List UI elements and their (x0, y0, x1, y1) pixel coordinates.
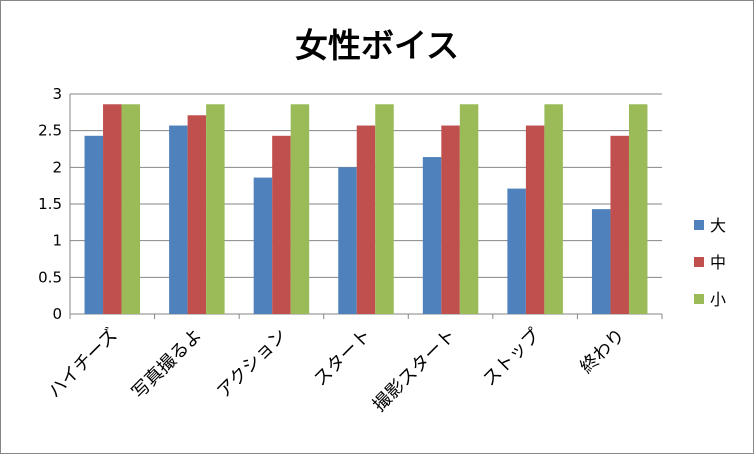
bar (459, 104, 479, 315)
bar (544, 104, 563, 315)
bar (253, 177, 273, 314)
x-category-label: ストップ (479, 325, 545, 391)
bar (356, 125, 376, 315)
x-category-label: 撮影スタート (369, 325, 460, 416)
legend-label: 大 (710, 216, 726, 235)
y-tick-label: 3 (52, 85, 62, 103)
y-tick-label: 0 (52, 305, 62, 323)
bar (422, 157, 442, 314)
bar (84, 135, 104, 314)
bar (507, 188, 526, 314)
x-category-label: スタート (310, 325, 376, 391)
bar (525, 125, 545, 315)
bar (121, 104, 141, 315)
y-tick-label: 1.5 (38, 195, 62, 213)
bar (591, 209, 611, 314)
bar (169, 125, 188, 315)
x-category-label: ハイチーズ (44, 325, 122, 403)
legend-swatch (694, 220, 704, 230)
y-tick-label: 0.5 (38, 268, 62, 286)
legend-swatch (694, 294, 704, 304)
chart-title: 女性ボイス (294, 26, 459, 65)
x-category-label: アクション (213, 325, 291, 403)
bar (628, 104, 648, 315)
y-tick-label: 1 (52, 232, 62, 250)
x-category-label: 写真撮るよ (128, 325, 206, 403)
legend-label: 中 (710, 253, 726, 272)
bar (187, 115, 207, 315)
x-category-label: 終わり (576, 325, 629, 378)
y-tick-label: 2.5 (38, 122, 62, 140)
bar (272, 135, 291, 314)
legend-label: 小 (710, 290, 726, 309)
legend-swatch (694, 257, 704, 267)
y-tick-label: 2 (52, 158, 62, 176)
bar (375, 104, 394, 315)
bar (338, 167, 357, 314)
bar (610, 135, 629, 314)
bar (206, 104, 225, 315)
bar (290, 104, 310, 315)
bar (103, 104, 122, 315)
bar (441, 125, 460, 315)
